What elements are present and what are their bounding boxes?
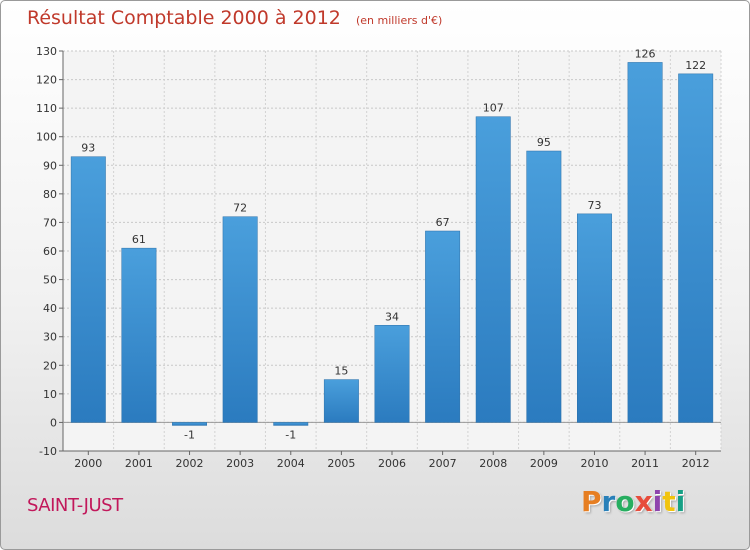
bar-2000 [70, 156, 106, 423]
y-tick-label: 0 [50, 416, 57, 429]
proxiti-logo[interactable]: Proxiti [581, 485, 685, 518]
x-tick-label: 2004 [277, 457, 305, 470]
x-tick-label: 2003 [226, 457, 254, 470]
logo-letter: P [581, 485, 602, 518]
bar-2012 [678, 73, 714, 423]
y-tick-label: 90 [43, 159, 57, 172]
x-tick-label: 2000 [74, 457, 102, 470]
data-label: 15 [334, 365, 348, 378]
chart-title: Résultat Comptable 2000 à 2012 [27, 7, 341, 29]
x-tick-label: 2007 [429, 457, 457, 470]
bar-2006 [374, 325, 410, 423]
data-label: -1 [285, 428, 296, 441]
bar-2002 [172, 422, 207, 426]
data-label: 107 [483, 102, 504, 115]
x-tick-label: 2008 [479, 457, 507, 470]
x-tick-label: 2001 [125, 457, 153, 470]
y-tick-label: 60 [43, 245, 57, 258]
logo-letter: x [634, 485, 653, 518]
data-label: 122 [685, 59, 706, 72]
chart-title-row: Résultat Comptable 2000 à 2012 (en milli… [27, 7, 442, 29]
data-label: 61 [132, 233, 146, 246]
y-tick-label: 130 [36, 45, 57, 58]
x-tick-label: 2012 [682, 457, 710, 470]
y-tick-label: 20 [43, 359, 57, 372]
commune-name: SAINT-JUST [27, 495, 123, 516]
bar-2001 [121, 247, 157, 423]
x-tick-label: 2006 [378, 457, 406, 470]
logo-letter: o [615, 485, 635, 518]
x-tick-label: 2009 [530, 457, 558, 470]
chart-subtitle: (en milliers d'€) [355, 14, 443, 27]
y-tick-label: 80 [43, 188, 57, 201]
bar-2007 [425, 230, 461, 423]
logo-letter: i [675, 485, 686, 518]
data-label: 72 [233, 202, 247, 215]
data-label: 67 [436, 216, 450, 229]
bar-2010 [577, 213, 612, 423]
data-label: 126 [635, 47, 656, 60]
x-tick-label: 2005 [327, 457, 355, 470]
bar-2004 [273, 422, 309, 426]
y-tick-label: 110 [36, 102, 57, 115]
data-label: 34 [385, 310, 399, 323]
data-label: 95 [537, 136, 551, 149]
y-tick-label: 30 [43, 331, 57, 344]
bar-2008 [475, 116, 511, 423]
y-tick-label: 10 [43, 388, 57, 401]
y-tick-label: 120 [36, 74, 57, 87]
x-tick-label: 2002 [176, 457, 204, 470]
data-labels: 93 61 -1 72 -1 15 34 67 107 95 73 126 122 [81, 47, 706, 441]
bar-2011 [627, 62, 663, 423]
axes: -10 0 10 20 30 40 50 60 70 80 90 100 110 120 130 2000 20… [36, 45, 721, 470]
x-tick-label: 2011 [631, 457, 659, 470]
y-tick-label: 70 [43, 216, 57, 229]
data-label: 93 [81, 142, 95, 155]
y-tick-label: 40 [43, 302, 57, 315]
bars [70, 62, 714, 426]
bar-2005 [323, 379, 359, 423]
data-label: -1 [184, 428, 195, 441]
x-tick-label: 2010 [580, 457, 608, 470]
y-tick-label: -10 [39, 445, 57, 458]
logo-letter: t [662, 485, 676, 518]
logo-letter: r [601, 485, 616, 518]
bar-2009 [526, 150, 562, 423]
y-tick-label: 100 [36, 131, 57, 144]
logo-letter: i [652, 485, 663, 518]
bar-2003 [222, 216, 258, 423]
data-label: 73 [587, 199, 601, 212]
y-tick-label: 50 [43, 274, 57, 287]
